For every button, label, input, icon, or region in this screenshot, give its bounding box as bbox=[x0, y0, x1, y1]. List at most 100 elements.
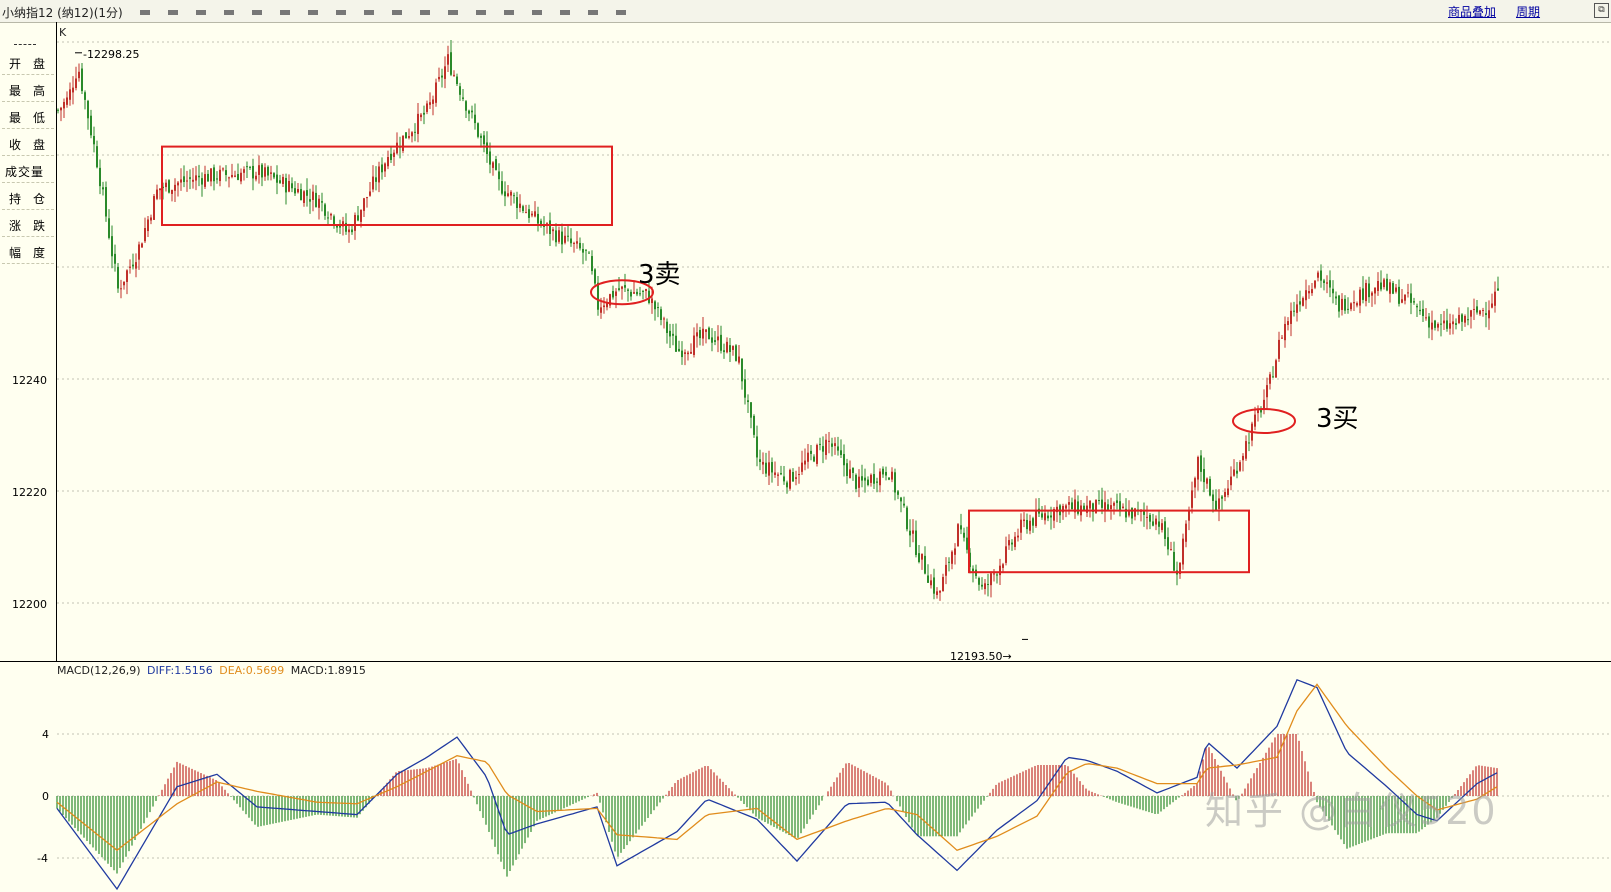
kline-frame[interactable] bbox=[56, 22, 1611, 662]
candle-body bbox=[60, 107, 62, 111]
candle-body bbox=[822, 446, 824, 452]
candle-body bbox=[1278, 339, 1280, 359]
candle-body bbox=[831, 443, 833, 447]
candle-body bbox=[915, 530, 917, 555]
candle-body bbox=[180, 179, 182, 183]
candle-body bbox=[636, 291, 638, 295]
candle-body bbox=[1041, 513, 1043, 518]
candle-body bbox=[828, 440, 830, 442]
candle-body bbox=[360, 209, 362, 222]
candle-body bbox=[657, 307, 659, 309]
candle-body bbox=[909, 530, 911, 536]
side-label: 盘 bbox=[33, 57, 46, 71]
candle-body bbox=[1209, 478, 1211, 496]
candle-body bbox=[1374, 287, 1376, 294]
candle-body bbox=[816, 444, 818, 464]
candle-body bbox=[561, 231, 563, 245]
candle-body bbox=[1488, 310, 1490, 319]
candle-body bbox=[666, 321, 668, 334]
candle-body bbox=[81, 68, 83, 92]
candle-body bbox=[1170, 549, 1172, 551]
macd-dea: DEA:0.5699 bbox=[219, 664, 285, 677]
candle-body bbox=[1194, 478, 1196, 488]
overlay-button[interactable]: 商品叠加 bbox=[1448, 5, 1497, 19]
candle-body bbox=[204, 174, 206, 187]
candle-body bbox=[417, 113, 419, 134]
side-label: 持 bbox=[9, 192, 22, 206]
candle-body bbox=[1350, 303, 1352, 310]
candle-body bbox=[168, 180, 170, 193]
candle-body bbox=[957, 524, 959, 547]
y-tick-label: 12220 bbox=[12, 486, 47, 499]
candle-body bbox=[453, 74, 455, 76]
candle-body bbox=[465, 101, 467, 111]
candle-body bbox=[633, 292, 635, 294]
candle-body bbox=[690, 351, 692, 354]
candle-body bbox=[240, 172, 242, 182]
candle-body bbox=[147, 219, 149, 232]
candle-body bbox=[537, 213, 539, 224]
candle-body bbox=[1326, 282, 1328, 284]
candle-body bbox=[213, 167, 215, 182]
period-button[interactable]: 周期 bbox=[1516, 5, 1541, 19]
candle-body bbox=[999, 565, 1001, 576]
candle-body bbox=[1044, 513, 1046, 521]
candle-body bbox=[1074, 499, 1076, 513]
candle-body bbox=[261, 164, 263, 178]
side-label: 跌 bbox=[33, 219, 46, 233]
toolbar-strip[interactable] bbox=[140, 0, 740, 15]
candle-body bbox=[858, 476, 860, 488]
candle-body bbox=[1119, 501, 1121, 510]
candle-body bbox=[486, 142, 488, 155]
candle-body bbox=[408, 136, 410, 138]
candle-body bbox=[1026, 519, 1028, 530]
side-label: 成交量 bbox=[5, 165, 45, 179]
sell3-annotation: 3卖 bbox=[638, 260, 681, 290]
candle-body bbox=[1359, 289, 1361, 306]
candle-body bbox=[1077, 501, 1079, 514]
restore-icon[interactable]: ⧉ bbox=[1594, 3, 1609, 18]
candle-body bbox=[480, 135, 482, 138]
candle-body bbox=[1419, 309, 1421, 312]
candle-body bbox=[1353, 302, 1355, 304]
candle-body bbox=[1443, 320, 1445, 324]
candle-body bbox=[1236, 470, 1238, 474]
candle-body bbox=[882, 468, 884, 475]
macd-y-tick-label: 0 bbox=[42, 790, 49, 803]
candle-body bbox=[279, 180, 281, 183]
candle-body bbox=[549, 220, 551, 235]
candle-body bbox=[1482, 310, 1484, 312]
candle-body bbox=[267, 166, 269, 176]
candle-body bbox=[1131, 507, 1133, 519]
candle-body bbox=[1455, 323, 1457, 325]
candle-body bbox=[1362, 288, 1364, 300]
candle-body bbox=[891, 471, 893, 480]
candle-body bbox=[1092, 503, 1094, 512]
candle-body bbox=[840, 450, 842, 455]
candle-body bbox=[1275, 360, 1277, 378]
candle-body bbox=[1191, 490, 1193, 508]
candle-body bbox=[1413, 301, 1415, 303]
candle-body bbox=[669, 330, 671, 337]
candle-body bbox=[201, 178, 203, 185]
candle-body bbox=[1113, 502, 1115, 506]
candle-body bbox=[864, 477, 866, 481]
candle-body bbox=[960, 525, 962, 530]
candle-body bbox=[837, 446, 839, 451]
candle-body bbox=[1089, 500, 1091, 509]
candle-body bbox=[492, 162, 494, 168]
candle-body bbox=[1356, 303, 1358, 306]
candle-body bbox=[1167, 537, 1169, 550]
candle-body bbox=[90, 115, 92, 136]
candle-body bbox=[750, 402, 752, 418]
candle-body bbox=[519, 203, 521, 208]
candle-body bbox=[228, 177, 230, 179]
candle-body bbox=[1344, 298, 1346, 311]
candle-body bbox=[576, 241, 578, 244]
candle-body bbox=[1008, 540, 1010, 546]
candle-body bbox=[1335, 296, 1337, 299]
candle-body bbox=[255, 175, 257, 180]
candle-body bbox=[1134, 508, 1136, 517]
candle-body bbox=[264, 167, 266, 177]
